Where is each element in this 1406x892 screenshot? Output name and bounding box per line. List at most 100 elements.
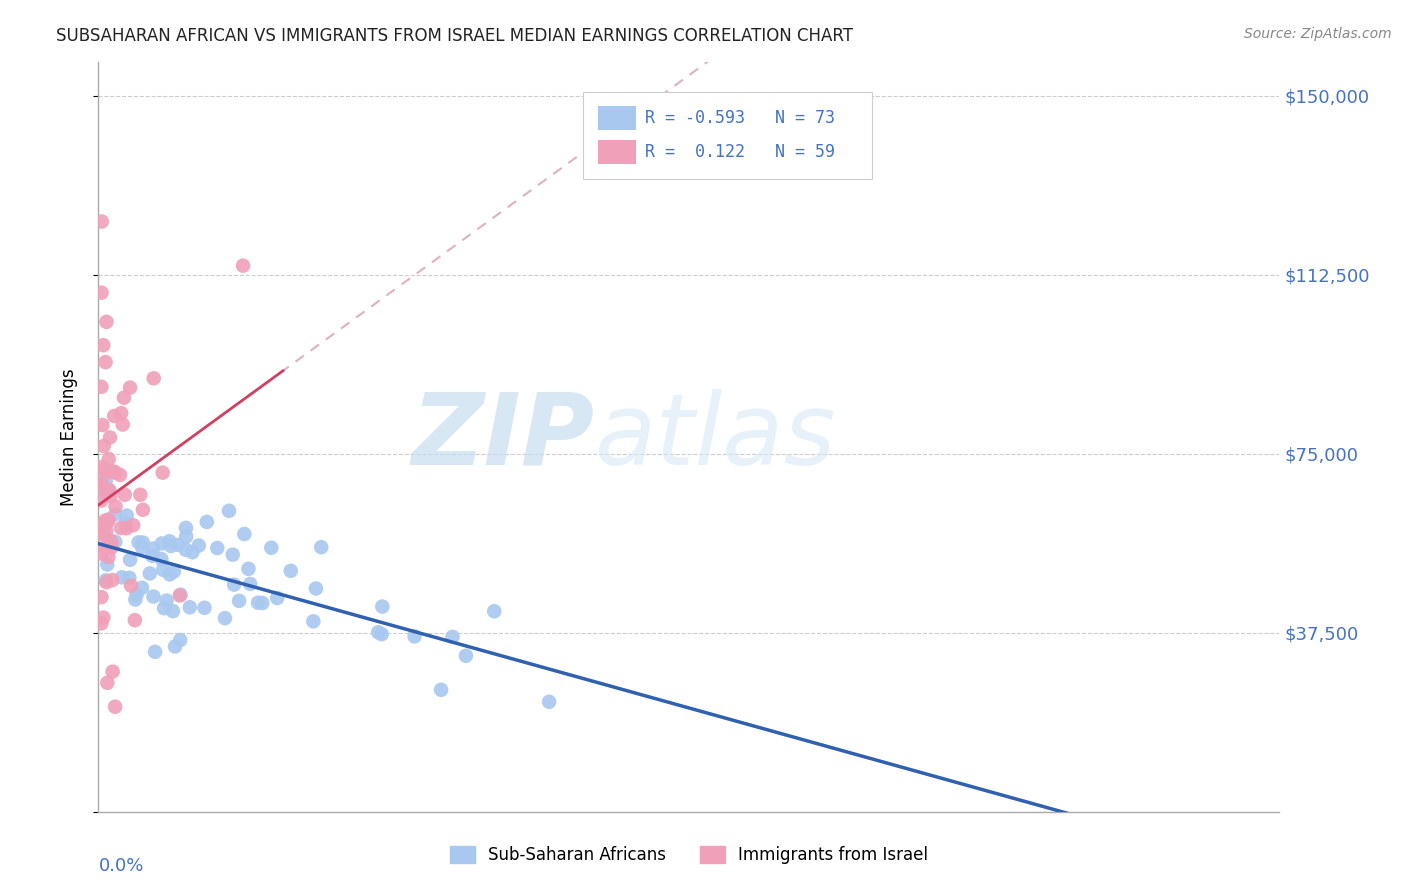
Text: R = -0.593   N = 73: R = -0.593 N = 73 xyxy=(645,109,835,127)
Point xyxy=(132,502,155,516)
Point xyxy=(280,564,302,578)
Point xyxy=(538,695,561,709)
Point xyxy=(266,591,288,605)
Point xyxy=(90,517,112,532)
Point xyxy=(207,541,229,555)
Point xyxy=(90,214,112,228)
Point xyxy=(97,515,120,529)
Text: 0.0%: 0.0% xyxy=(98,856,143,875)
Point xyxy=(195,515,218,529)
Point xyxy=(124,613,146,627)
Point xyxy=(132,535,155,549)
Point xyxy=(93,610,115,624)
Point xyxy=(97,482,120,496)
Point xyxy=(115,521,138,535)
Point xyxy=(91,338,114,352)
Point xyxy=(141,549,163,563)
Point xyxy=(128,535,150,549)
Point xyxy=(111,570,134,584)
Point xyxy=(239,577,262,591)
Point xyxy=(98,483,121,498)
Point xyxy=(441,630,464,644)
Point xyxy=(98,430,121,444)
Point xyxy=(150,536,173,550)
Point xyxy=(122,518,145,533)
Point xyxy=(90,475,112,489)
Point xyxy=(120,380,142,394)
Point xyxy=(97,550,120,565)
Point xyxy=(114,516,136,531)
Point xyxy=(160,539,183,553)
Point xyxy=(162,604,184,618)
Point xyxy=(114,488,136,502)
Point xyxy=(108,467,131,482)
FancyBboxPatch shape xyxy=(598,106,636,130)
Point xyxy=(98,533,121,547)
Point xyxy=(101,665,124,679)
Point xyxy=(150,552,173,566)
Point xyxy=(159,567,181,582)
Point xyxy=(90,547,112,561)
Point xyxy=(100,489,122,503)
Point xyxy=(218,504,240,518)
Point xyxy=(97,512,120,526)
Point xyxy=(167,538,190,552)
Point xyxy=(152,466,174,480)
Point xyxy=(174,529,197,543)
Point xyxy=(111,417,134,432)
Point xyxy=(370,627,392,641)
Point xyxy=(97,452,120,467)
Point xyxy=(233,527,256,541)
Point xyxy=(115,508,138,523)
Text: Source: ZipAtlas.com: Source: ZipAtlas.com xyxy=(1244,27,1392,41)
Point xyxy=(174,521,197,535)
Point xyxy=(142,590,165,604)
Point xyxy=(96,486,118,500)
Point xyxy=(103,409,125,423)
Point xyxy=(174,542,197,557)
Point xyxy=(222,548,245,562)
Legend: Sub-Saharan Africans, Immigrants from Israel: Sub-Saharan Africans, Immigrants from Is… xyxy=(443,839,935,871)
Point xyxy=(153,601,176,615)
Point xyxy=(118,571,141,585)
Point xyxy=(110,406,132,420)
Point xyxy=(90,285,112,300)
Point xyxy=(163,565,186,579)
Point xyxy=(430,682,453,697)
Point xyxy=(404,629,426,643)
Point xyxy=(104,699,127,714)
Point xyxy=(90,460,112,475)
Point xyxy=(104,508,127,522)
Point xyxy=(112,391,135,405)
Point xyxy=(222,577,245,591)
Point xyxy=(100,541,122,555)
Point xyxy=(247,596,270,610)
Point xyxy=(367,625,389,640)
Point xyxy=(104,500,127,514)
Point xyxy=(91,525,114,540)
Point xyxy=(120,553,142,567)
Point xyxy=(96,575,118,590)
Point xyxy=(309,540,332,554)
Point xyxy=(94,355,117,369)
Point xyxy=(129,488,152,502)
Point xyxy=(90,616,112,631)
Point xyxy=(169,588,191,602)
Point xyxy=(94,462,117,476)
FancyBboxPatch shape xyxy=(582,93,872,178)
Point xyxy=(124,592,146,607)
Point xyxy=(96,524,118,538)
Point xyxy=(94,517,117,532)
Point xyxy=(96,675,118,690)
Point xyxy=(90,480,112,494)
Point xyxy=(104,534,127,549)
Point xyxy=(94,540,117,554)
Text: SUBSAHARAN AFRICAN VS IMMIGRANTS FROM ISRAEL MEDIAN EARNINGS CORRELATION CHART: SUBSAHARAN AFRICAN VS IMMIGRANTS FROM IS… xyxy=(56,27,853,45)
Point xyxy=(143,645,166,659)
Y-axis label: Median Earnings: Median Earnings xyxy=(59,368,77,506)
Point xyxy=(131,581,153,595)
Point xyxy=(110,521,132,535)
Point xyxy=(103,465,125,479)
Point xyxy=(131,540,153,554)
Point xyxy=(125,588,148,602)
